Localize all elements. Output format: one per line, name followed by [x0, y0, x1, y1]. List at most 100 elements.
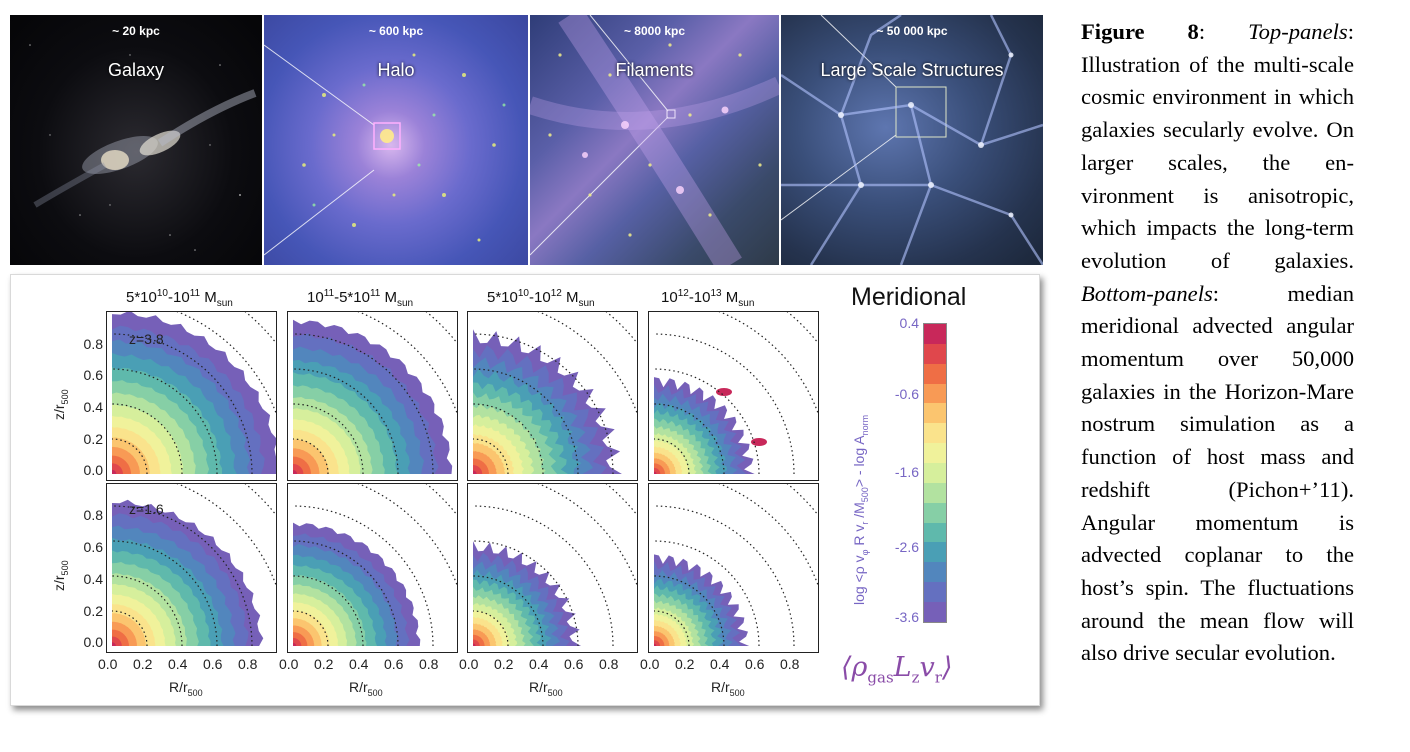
- colorbar-tick: -3.6: [894, 609, 919, 625]
- redshift-label-row1: z=3.8: [129, 331, 164, 347]
- hotspot: [716, 388, 732, 396]
- y-tick: 0.4: [83, 399, 103, 415]
- panel-row1-col1: [106, 311, 277, 481]
- x-tick: 0.4: [349, 656, 369, 672]
- galaxy-panel: ~ 20 kpc Galaxy: [10, 15, 262, 265]
- radius-arc: [292, 333, 434, 475]
- hotspot: [751, 438, 767, 446]
- filaments-scale-label: ~ 8000 kpc: [623, 24, 686, 38]
- x-tick: 0.4: [710, 656, 730, 672]
- radius-arc: [472, 505, 614, 647]
- contour-level: [112, 469, 117, 474]
- colorbar-label: log <ρ vφ R vr /M500> - log Anorm: [851, 414, 870, 605]
- contour-plot: [111, 312, 276, 475]
- colorbar-swatch: [924, 463, 946, 483]
- colorbar-swatch: [924, 542, 946, 563]
- x-tick: 0.8: [599, 656, 619, 672]
- radius-arc: [111, 403, 183, 475]
- caption-top-text: : Illustration of the multi-scale cosmic…: [1081, 19, 1354, 273]
- radius-arc: [472, 368, 579, 475]
- radius-arc: [653, 438, 690, 475]
- radius-arc: [111, 610, 148, 647]
- colorbar-swatch: [924, 602, 946, 622]
- radius-arc: [292, 438, 329, 475]
- filaments-panel: ~ 8000 kpc Filaments: [530, 15, 779, 265]
- y-tick: 0.8: [83, 336, 103, 352]
- radius-arc: [111, 540, 218, 647]
- x-tick: 0.4: [529, 656, 549, 672]
- panel-row1-col3: [467, 311, 638, 481]
- contour-level: [654, 471, 657, 474]
- colorbar-swatch: [924, 482, 946, 503]
- y-tick: 0.0: [83, 634, 103, 650]
- halo-panel: ~ 600 kpc Halo: [264, 15, 528, 265]
- caption-bottom-text: : median meridional advected angular mom…: [1081, 280, 1354, 666]
- x-tick: 0.8: [419, 656, 439, 672]
- radius-arc: [472, 438, 509, 475]
- caption-figure-number: Figure 8: [1081, 19, 1199, 44]
- x-tick: 0.2: [675, 656, 695, 672]
- column-header-4: 1012-1013 Msun: [661, 288, 755, 309]
- radius-arc: [653, 333, 795, 475]
- contour-plot: [472, 312, 637, 475]
- colorbar-tick: 0.4: [899, 315, 919, 331]
- radius-arc: [653, 368, 760, 475]
- colorbar-swatch: [924, 363, 946, 384]
- x-axis-label-col2: R/r500: [349, 679, 383, 698]
- radius-arc: [292, 575, 364, 647]
- radius-arc: [292, 368, 399, 475]
- halo-title: Halo: [377, 60, 415, 80]
- radius-arc: [653, 575, 725, 647]
- x-axis-label-col3: R/r500: [529, 679, 563, 698]
- radius-arc: [111, 438, 148, 475]
- x-tick: 0.6: [203, 656, 223, 672]
- x-axis-label-col4: R/r500: [711, 679, 745, 698]
- large-scale-panel: ~ 50 000 kpc Large Scale Structures: [781, 15, 1043, 265]
- colorbar-swatch: [924, 582, 946, 603]
- radius-arc: [111, 575, 183, 647]
- radius-arc: [292, 403, 364, 475]
- y-tick: 0.8: [83, 507, 103, 523]
- galaxy-scale-label: ~ 20 kpc: [112, 24, 160, 38]
- column-header-2: 1011-5*1011 Msun: [307, 288, 414, 309]
- radius-arc: [292, 505, 434, 647]
- redshift-label-row2: z=1.6: [129, 501, 164, 517]
- y-axis-label-row2: z/r500: [51, 560, 70, 591]
- panel-row2-col4: [648, 483, 819, 653]
- caption-bottom-label: Bottom-panels: [1081, 280, 1213, 306]
- radius-arc: [653, 505, 795, 647]
- colorbar-swatch: [924, 383, 946, 404]
- colorbar: [923, 323, 947, 623]
- contour-plot: [292, 312, 457, 475]
- radius-arc: [111, 368, 218, 475]
- contour-level: [473, 470, 477, 474]
- x-tick: 0.0: [459, 656, 479, 672]
- x-tick: 0.6: [745, 656, 765, 672]
- colorbar-tick: -0.6: [894, 386, 919, 402]
- colorbar-quantity: ⟨ρgasLzvr⟩: [841, 652, 953, 687]
- contour-plot: [292, 484, 457, 647]
- colorbar-swatch: [924, 423, 946, 444]
- colorbar-swatch: [924, 502, 946, 523]
- colorbar-swatch: [924, 522, 946, 543]
- x-axis-label-col1: R/r500: [169, 679, 203, 698]
- colorbar-swatch: [924, 343, 946, 364]
- contour-plot: [653, 312, 818, 475]
- contour-level: [293, 470, 298, 474]
- contour-level: [293, 642, 297, 646]
- x-tick: 0.2: [494, 656, 514, 672]
- figure-caption: Figure 8: Top-panels: Illustration of th…: [1081, 19, 1354, 666]
- panel-row1-col2: [287, 311, 458, 481]
- y-tick: 0.6: [83, 539, 103, 555]
- y-tick: 0.2: [83, 431, 103, 447]
- radius-arc: [111, 505, 253, 647]
- y-axis-label-row1: z/r500: [51, 389, 70, 420]
- panel-row2-col3: [467, 483, 638, 653]
- radius-arc: [472, 575, 544, 647]
- halo-scale-label: ~ 600 kpc: [368, 24, 424, 38]
- large-scale-scale-label: ~ 50 000 kpc: [876, 24, 948, 38]
- x-tick: 0.4: [168, 656, 188, 672]
- x-tick: 0.8: [238, 656, 258, 672]
- halo-image: [264, 44, 506, 256]
- contour-plot: [111, 484, 276, 647]
